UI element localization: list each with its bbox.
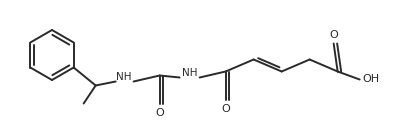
Text: OH: OH xyxy=(363,74,380,84)
Text: O: O xyxy=(329,29,338,39)
Text: NH: NH xyxy=(116,72,132,82)
Text: O: O xyxy=(155,109,164,119)
Text: O: O xyxy=(221,105,230,114)
Text: NH: NH xyxy=(182,69,197,79)
